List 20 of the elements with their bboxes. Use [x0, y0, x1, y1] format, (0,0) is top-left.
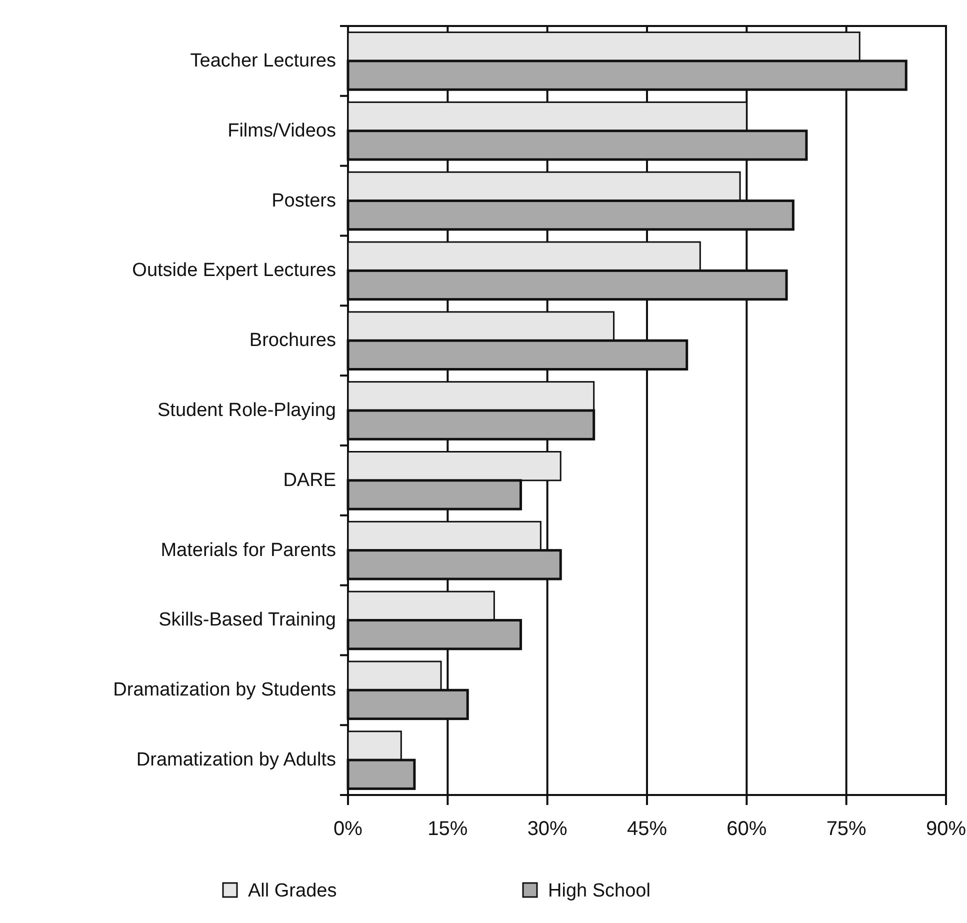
- y-tick-label: Dramatization by Students: [113, 680, 336, 701]
- y-tick-label: Teacher Lectures: [190, 50, 336, 72]
- x-tick-label: 90%: [926, 818, 966, 840]
- y-tick-label: Dramatization by Adults: [136, 750, 336, 771]
- x-tick-label: 15%: [428, 818, 468, 840]
- y-tick-label: DARE: [283, 470, 336, 491]
- x-tick-label: 0%: [334, 818, 363, 840]
- x-tick-label: 75%: [826, 818, 867, 840]
- y-tick-label: Posters: [272, 190, 336, 212]
- y-tick-label: Outside Expert Lectures: [132, 260, 336, 282]
- x-tick-label: 30%: [527, 818, 568, 840]
- y-tick-label: Materials for Parents: [160, 540, 336, 561]
- legend-label: High School: [548, 880, 650, 902]
- y-tick-label: Films/Videos: [228, 120, 336, 142]
- y-tick-label: Student Role-Playing: [158, 400, 336, 421]
- y-tick-label: Skills-Based Training: [158, 610, 336, 631]
- x-tick-label: 60%: [726, 818, 767, 840]
- x-tick-label: 45%: [626, 818, 668, 840]
- legend-label: All Grades: [248, 880, 337, 902]
- y-tick-label: Brochures: [249, 330, 336, 352]
